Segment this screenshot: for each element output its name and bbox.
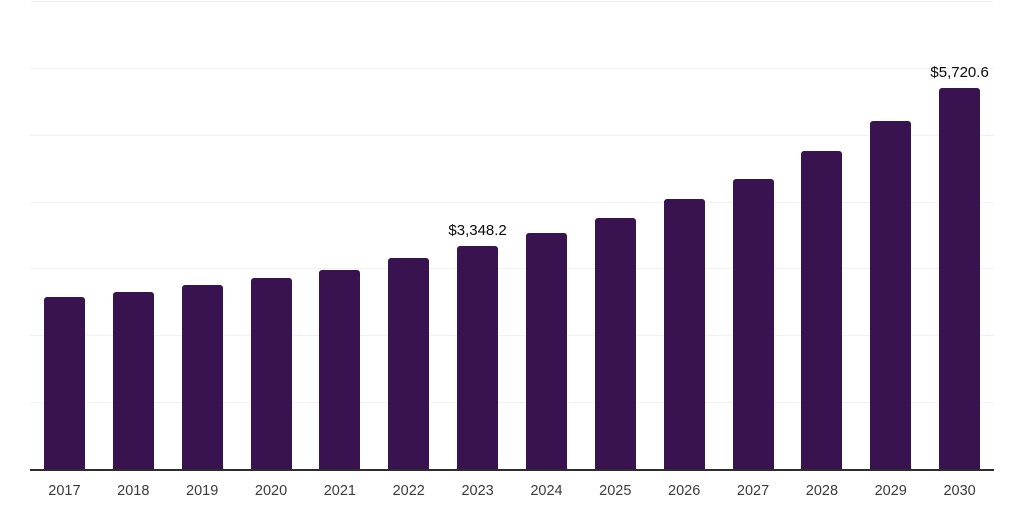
data-label-2023: $3,348.2 [448,222,507,240]
x-tick-label-2027: 2027 [736,483,770,499]
bar-2022 [388,258,430,470]
bar-2025 [594,218,636,470]
bar-slot-2018 [99,2,168,470]
bar-2018 [112,291,154,470]
bar-slot-2028 [787,2,856,470]
x-tick-label-2026: 2026 [668,483,701,499]
plot-area: $3,348.2 $5,720.6 [30,1,994,471]
gridline-1000 [30,402,994,404]
bar-slot-2030: $5,720.6 [925,2,994,470]
gridline-7000 [30,1,994,2]
bar-slot-2026 [650,2,719,470]
bar-slot-2025 [581,2,650,470]
gridline-3000 [30,268,994,270]
bar-slot-2027 [719,2,788,470]
gridline-2000 [30,335,994,337]
x-axis-line [30,469,994,471]
bar-2020 [250,278,292,470]
bar-slot-2020 [237,2,306,470]
x-tick-label-2029: 2029 [874,483,907,499]
bar-2030 [939,87,981,470]
x-tick-label-2025: 2025 [599,483,632,499]
bar-slot-2024 [512,2,581,470]
x-tick-label-2028: 2028 [805,483,839,499]
bar-2026 [663,198,705,470]
bar-2024 [525,233,567,470]
bar-slot-2029 [856,2,925,470]
bar-2021 [319,269,361,470]
x-tick-label-2024: 2024 [530,483,563,499]
bar-slot-2022 [374,2,443,470]
bar-2028 [801,151,843,470]
bars-container: $3,348.2 $5,720.6 [30,2,994,470]
x-tick-label-2022: 2022 [392,483,425,499]
gridline-5000 [30,134,994,136]
bar-slot-2019 [168,2,237,470]
x-tick-label-2020: 2020 [254,483,288,499]
data-label-2030: $5,720.6 [930,63,989,81]
x-tick-label-2018: 2018 [117,483,150,499]
bar-2029 [870,120,912,470]
bar-2027 [732,178,774,470]
x-tick-label-2030: 2030 [943,483,976,499]
bar-2019 [181,285,223,470]
x-tick-label-2017: 2017 [48,483,81,499]
x-tick-label-2021: 2021 [323,483,356,499]
bar-2017 [43,297,85,470]
gridline-4000 [30,201,994,203]
bar-slot-2021 [305,2,374,470]
x-axis-tick-labels: 2017 2018 2019 2020 2021 2022 2023 2024 2025 2026… [30,482,994,501]
bar-2023 [457,246,499,470]
bar-slot-2023: $3,348.2 [443,2,512,470]
x-tick-label-2019: 2019 [186,483,219,499]
gridline-6000 [30,67,994,69]
bar-slot-2017 [30,2,99,470]
x-tick-label-2023: 2023 [461,483,494,499]
